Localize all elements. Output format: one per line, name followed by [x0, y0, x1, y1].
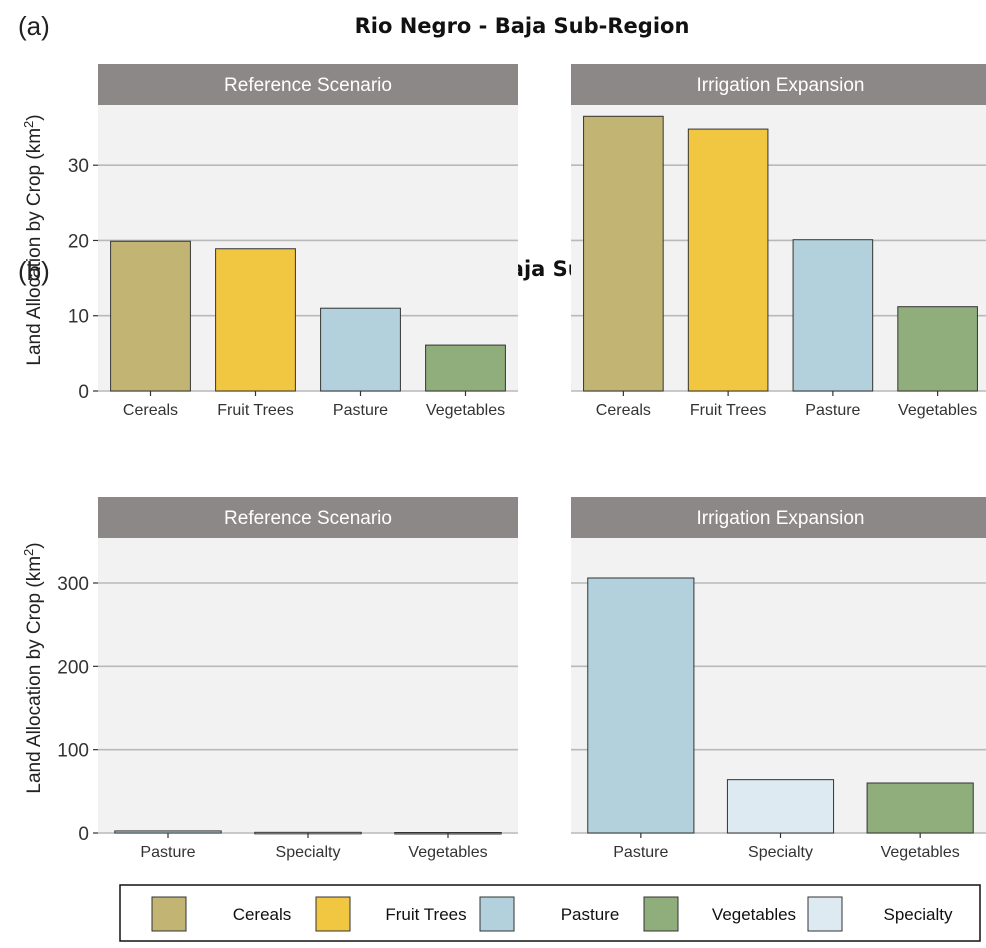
legend-swatch [151, 896, 187, 932]
legend-item-pasture: Pasture [479, 896, 620, 932]
x-tick-label: Cereals [596, 402, 651, 419]
x-tick-label: Vegetables [881, 844, 960, 861]
x-tick-label: Specialty [276, 844, 341, 861]
panel-label-a: (a) [18, 11, 50, 41]
legend-item-fruit-trees: Fruit Trees [315, 896, 467, 932]
y-tick-label: 300 [57, 574, 89, 595]
legend-swatch [643, 896, 679, 932]
facet-strip [571, 497, 986, 538]
facet-strip [98, 64, 518, 105]
y-tick-label: 0 [78, 382, 89, 403]
y-tick-label: 30 [68, 156, 89, 177]
bar-pasture [114, 830, 222, 834]
legend-swatch [807, 896, 843, 932]
bar-pasture [320, 307, 401, 392]
bar-vegetables [897, 306, 978, 392]
x-tick-label: Pasture [140, 844, 195, 861]
facet-strip-label: Reference Scenario [224, 75, 392, 96]
bar-specialty [726, 779, 835, 834]
chart-title-a: Rio Negro - Baja Sub-Region [355, 14, 690, 38]
legend-swatch [479, 896, 515, 932]
x-tick-label: Pasture [613, 844, 668, 861]
facet-strip-label: Reference Scenario [224, 508, 392, 529]
facet-strip [98, 497, 518, 538]
legend: Cereals Fruit Trees Pasture Vegetables Speci… [151, 896, 953, 932]
legend-label: Fruit Trees [385, 905, 466, 924]
x-tick-label: Vegetables [426, 402, 505, 419]
x-tick-label: Cereals [123, 402, 178, 419]
y-axis-label-b: Land Allocation by Crop (km2) [21, 542, 45, 793]
x-tick-label: Fruit Trees [690, 402, 766, 419]
y-tick-label: 20 [68, 231, 89, 252]
legend-label: Vegetables [712, 905, 796, 924]
bar-fruit-trees [215, 248, 296, 392]
x-tick-label: Specialty [748, 844, 813, 861]
x-tick-label: Pasture [333, 402, 388, 419]
bar-vegetables [866, 782, 974, 834]
legend-label: Cereals [233, 905, 292, 924]
plots: Reference Scenario Cereals Fruit Trees Past… [57, 64, 986, 861]
facet-0-1: Irrigation Expansion Cereals Fruit Trees Pa… [571, 64, 986, 419]
panel-label-b: (b) [18, 256, 50, 286]
legend-label: Specialty [884, 905, 953, 924]
facet-0-0: Reference Scenario Cereals Fruit Trees Past… [68, 64, 518, 419]
x-tick-label: Pasture [805, 402, 860, 419]
y-tick-label: 200 [57, 657, 89, 678]
legend-item-vegetables: Vegetables [643, 896, 796, 932]
x-tick-label: Vegetables [898, 402, 977, 419]
facet-strip-label: Irrigation Expansion [697, 75, 865, 96]
x-tick-label: Vegetables [408, 844, 487, 861]
legend-label: Pasture [561, 905, 620, 924]
y-tick-label: 100 [57, 741, 89, 762]
facet-strip-label: Irrigation Expansion [697, 508, 865, 529]
legend-item-cereals: Cereals [151, 896, 292, 932]
y-tick-label: 10 [68, 307, 89, 328]
y-tick-label: 0 [78, 824, 89, 845]
plot-background [98, 538, 518, 833]
bar-pasture [587, 577, 695, 834]
facet-1-1: Irrigation Expansion Pasture Specialty Vege… [571, 497, 986, 861]
facet-1-0: Reference Scenario Pasture Specialty Vegeta… [57, 497, 518, 861]
facet-strip [571, 64, 986, 105]
bar-cereals [583, 115, 664, 392]
legend-item-specialty: Specialty [807, 896, 953, 932]
y-axis-label-a: Land Allocation by Crop (km2) [21, 114, 45, 365]
bar-pasture [792, 239, 874, 392]
bar-fruit-trees [687, 128, 769, 392]
x-tick-label: Fruit Trees [217, 402, 293, 419]
legend-swatch [315, 896, 351, 932]
bar-cereals [110, 240, 191, 392]
bar-vegetables [425, 344, 506, 392]
